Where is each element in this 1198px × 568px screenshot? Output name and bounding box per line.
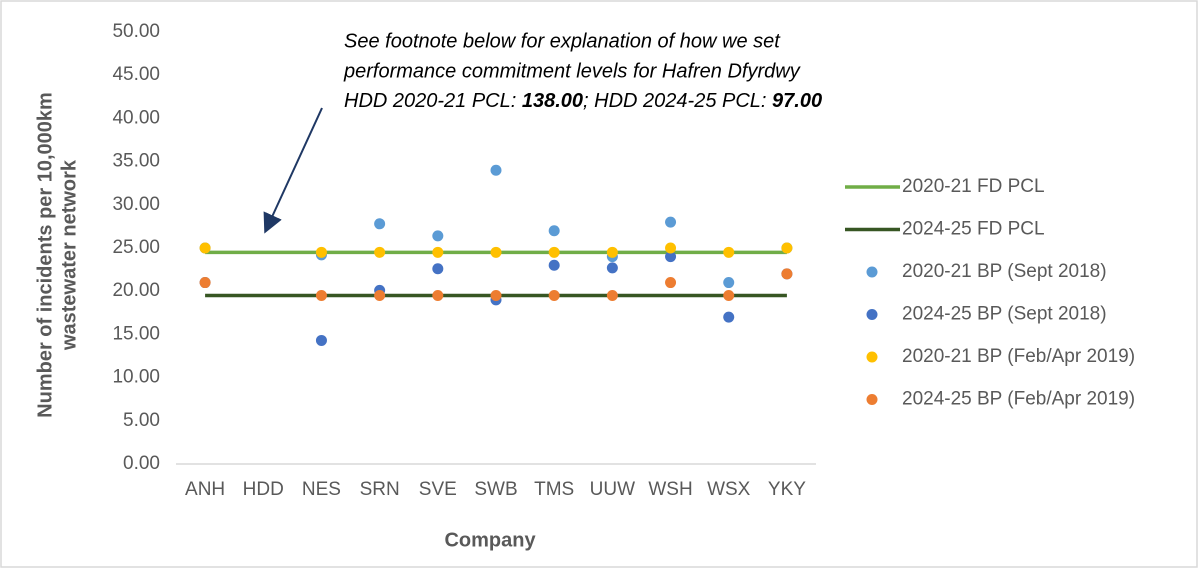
y-tick-label: 35.00 — [112, 151, 160, 172]
legend-label: 2024-25 BP (Feb/Apr 2019) — [902, 389, 1135, 410]
y-tick-label: 25.00 — [112, 237, 160, 258]
data-point — [781, 268, 793, 280]
data-point — [490, 290, 502, 302]
legend-label: 2020-21 BP (Feb/Apr 2019) — [902, 346, 1135, 367]
data-point — [490, 246, 502, 258]
annotation-value: 97.00 — [772, 90, 822, 112]
annotation-line: HDD 2020-21 PCL: 138.00; HDD 2024-25 PCL… — [344, 90, 822, 112]
data-point — [723, 290, 735, 302]
y-tick-label: 50.00 — [112, 21, 160, 42]
y-tick-label: 30.00 — [112, 194, 160, 215]
x-tick-label: ANH — [185, 479, 225, 500]
data-point — [432, 246, 444, 258]
data-point — [548, 246, 560, 258]
y-tick-label: 5.00 — [123, 410, 160, 431]
legend-marker — [866, 394, 878, 405]
data-point — [199, 242, 211, 254]
x-tick-label: SVE — [419, 479, 457, 500]
data-point — [490, 164, 502, 176]
annotation-value: 138.00 — [522, 90, 583, 112]
data-point — [781, 242, 793, 254]
y-tick-label: 10.00 — [112, 367, 160, 388]
data-point — [374, 246, 386, 258]
x-axis-title: Company — [444, 529, 536, 551]
x-tick-label: WSX — [707, 479, 751, 500]
data-point — [665, 216, 677, 228]
y-axis-title: Number of incidents per 10,000km wastewa… — [34, 92, 80, 418]
legend-marker — [866, 266, 878, 278]
data-point — [548, 259, 560, 271]
data-point — [548, 225, 560, 237]
x-tick-label: TMS — [534, 479, 574, 500]
x-tick-label: YKY — [768, 479, 806, 500]
data-point — [665, 242, 677, 254]
data-point — [374, 218, 386, 230]
x-tick-label: UUW — [590, 479, 635, 500]
data-point — [315, 334, 327, 346]
y-tick-label: 40.00 — [112, 107, 160, 128]
legend-label: 2024-25 BP (Sept 2018) — [902, 304, 1107, 325]
annotation-text: ; HDD 2024-25 PCL: — [583, 90, 772, 112]
data-point — [432, 230, 444, 242]
legend-label: 2020-21 FD PCL — [902, 176, 1045, 197]
annotation-text: HDD 2020-21 PCL: — [344, 90, 522, 112]
data-point — [432, 290, 444, 302]
data-point — [665, 251, 677, 263]
y-axis-title-line: Number of incidents per 10,000km — [34, 92, 56, 418]
data-point — [606, 246, 618, 258]
data-point — [723, 277, 735, 289]
legend-label: 2024-25 FD PCL — [902, 219, 1045, 240]
data-point — [606, 290, 618, 302]
legend-marker — [866, 351, 878, 363]
y-tick-label: 0.00 — [123, 453, 160, 474]
legend-marker — [866, 309, 878, 320]
data-point — [548, 290, 560, 302]
x-tick-label: NES — [302, 479, 341, 500]
y-tick-label: 45.00 — [112, 64, 160, 85]
x-tick-label: SRN — [360, 479, 400, 500]
data-point — [199, 277, 211, 289]
data-point — [315, 246, 327, 258]
annotation-line: performance commitment levels for Hafren… — [343, 60, 801, 82]
y-tick-label: 20.00 — [112, 280, 160, 301]
data-point — [665, 277, 677, 289]
y-axis-title-line: wastewater network — [58, 159, 80, 351]
x-tick-label: HDD — [243, 479, 284, 500]
data-point — [606, 262, 618, 274]
x-tick-label: WSH — [648, 479, 692, 500]
data-point — [432, 263, 444, 275]
data-point — [723, 311, 735, 323]
legend-label: 2020-21 BP (Sept 2018) — [902, 261, 1107, 282]
x-tick-label: SWB — [474, 479, 517, 500]
data-point — [315, 290, 327, 302]
annotation-arrow — [263, 107, 323, 234]
data-point — [374, 290, 386, 302]
annotation-line: See footnote below for explanation of ho… — [344, 30, 781, 52]
data-point — [723, 246, 735, 258]
y-tick-label: 15.00 — [112, 323, 160, 344]
